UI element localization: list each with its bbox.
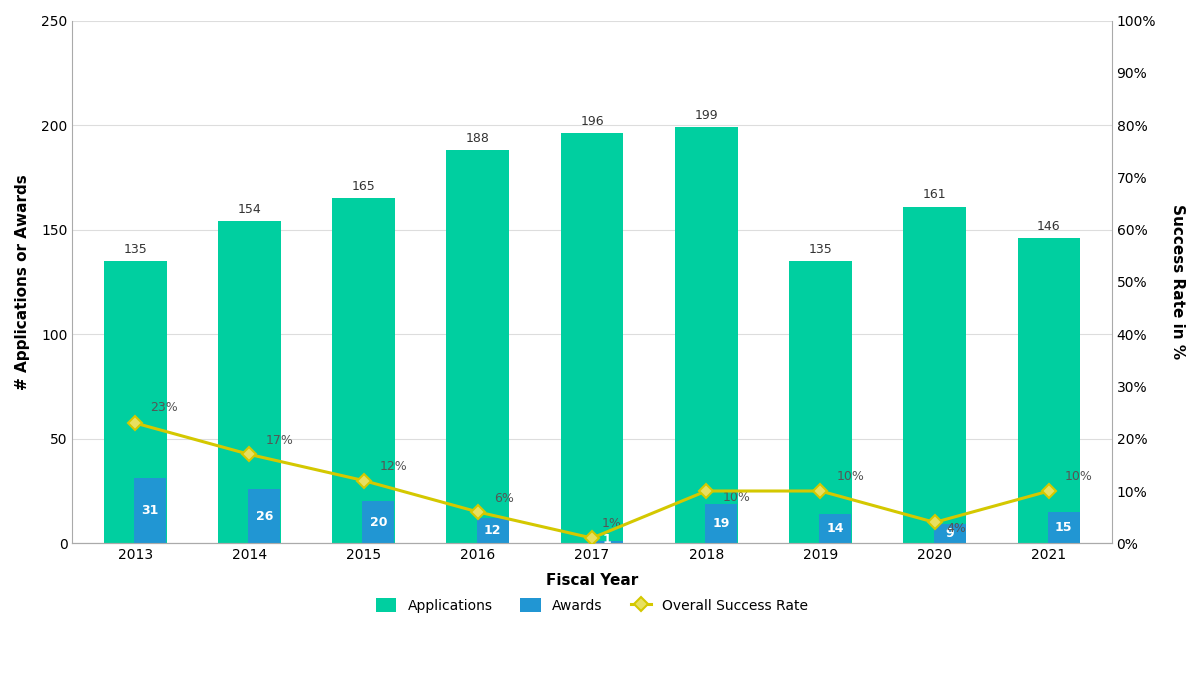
Bar [1018,238,1080,543]
Bar [1048,512,1080,543]
Text: 135: 135 [809,243,833,256]
Bar [446,150,509,543]
Bar [674,127,738,543]
Bar [904,207,966,543]
Overall Success Rate [700,487,714,495]
Y-axis label: # Applications or Awards: # Applications or Awards [14,174,30,389]
Text: 9: 9 [946,527,954,541]
Bar [362,502,395,543]
X-axis label: Fiscal Year: Fiscal Year [546,573,638,588]
Overall Success Rate [470,508,485,516]
Bar [590,541,623,543]
Overall Success Rate [814,487,828,495]
Overall Success Rate [928,518,942,526]
Text: 154: 154 [238,203,262,216]
Bar [820,514,851,543]
Bar [103,261,167,543]
Bar [218,221,281,543]
Text: 20: 20 [370,516,388,529]
Text: 14: 14 [827,522,844,535]
Text: 161: 161 [923,188,947,201]
Bar [790,261,852,543]
Bar [134,479,166,543]
Text: 15: 15 [1055,521,1073,534]
Text: 23%: 23% [150,401,178,414]
Legend: Applications, Awards, Overall Success Rate: Applications, Awards, Overall Success Ra… [368,591,816,620]
Text: 19: 19 [713,517,730,530]
Text: 10%: 10% [722,491,750,504]
Text: 188: 188 [466,132,490,145]
Text: 196: 196 [581,115,604,128]
Bar [706,504,737,543]
Bar [332,198,395,543]
Overall Success Rate [128,419,143,427]
Y-axis label: Success Rate in %: Success Rate in % [1170,205,1186,360]
Text: 31: 31 [142,504,158,517]
Text: 135: 135 [124,243,148,256]
Text: 199: 199 [695,109,718,122]
Text: 1: 1 [602,533,611,545]
Text: 12%: 12% [379,460,407,472]
Bar [248,489,281,543]
Text: 146: 146 [1037,220,1061,233]
Bar [934,524,966,543]
Text: 12: 12 [484,524,502,537]
Overall Success Rate [356,477,371,485]
Overall Success Rate [242,450,257,458]
Line: Overall Success Rate: Overall Success Rate [131,418,1054,543]
Text: 26: 26 [256,510,272,522]
Text: 1%: 1% [601,516,622,530]
Bar [560,134,624,543]
Text: 10%: 10% [1064,470,1093,483]
Text: 10%: 10% [836,470,864,483]
Text: 17%: 17% [265,433,293,447]
Text: 6%: 6% [494,491,514,505]
Text: 4%: 4% [946,522,966,535]
Overall Success Rate [1042,487,1056,495]
Bar [476,518,509,543]
Overall Success Rate [584,534,599,542]
Text: 165: 165 [352,180,376,193]
